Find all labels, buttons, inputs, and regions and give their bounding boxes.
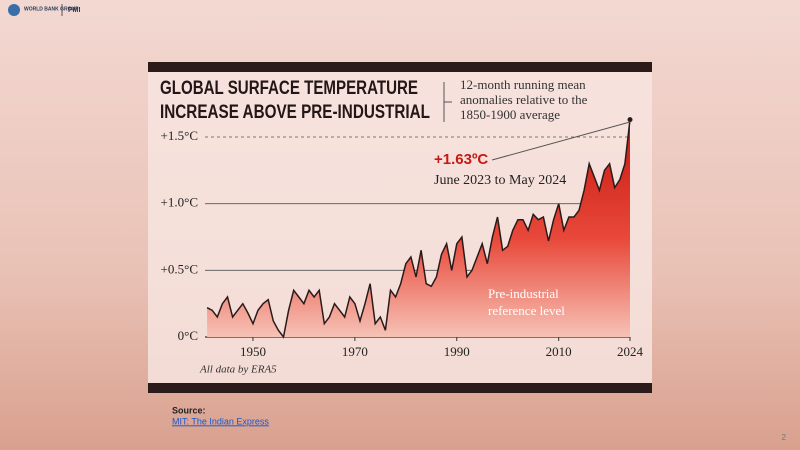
source-link[interactable]: MIT: The Indian Express: [172, 416, 269, 426]
x-tick-label: 2024: [617, 344, 644, 359]
chart-subtitle: anomalies relative to the: [460, 92, 588, 107]
data-note: All data by ERA5: [199, 364, 277, 376]
reference-label: Pre-industrial: [488, 286, 559, 301]
logo-icon: [8, 4, 20, 16]
area: [207, 119, 630, 337]
point: [627, 117, 633, 123]
x-tick-label: 2010: [546, 344, 572, 359]
chart-title: GLOBAL SURFACE TEMPERATURE: [160, 78, 418, 99]
y-tick-label: +0.5°C: [161, 261, 198, 276]
y-tick-label: 0°C: [178, 328, 198, 343]
page-number: 2: [782, 433, 787, 442]
logo-text: PMI: [68, 7, 81, 14]
x-tick-label: 1970: [342, 344, 368, 359]
source-label: Source:: [172, 405, 206, 415]
annotation-period: June 2023 to May 2024: [434, 173, 566, 188]
annotation-line: [491, 121, 631, 161]
x-tick-label: 1990: [444, 344, 470, 359]
chart-subtitle: 12-month running mean: [460, 77, 586, 92]
annotation-value: +1.63ºC: [434, 151, 488, 168]
reference-label: reference level: [488, 303, 565, 318]
line: [206, 119, 631, 339]
x-tick-label: 1950: [240, 344, 266, 359]
y-tick-label: +1.5°C: [161, 128, 198, 143]
title-bracket: [443, 82, 452, 122]
bottom-bar: [148, 383, 652, 393]
chart-subtitle: 1850-1900 average: [460, 107, 560, 122]
chart-title: INCREASE ABOVE PRE-INDUSTRIAL: [160, 102, 430, 123]
logo-text: WORLD BANK GROUP: [24, 6, 79, 12]
top-bar: [148, 62, 652, 72]
y-tick-label: +1.0°C: [161, 195, 198, 210]
